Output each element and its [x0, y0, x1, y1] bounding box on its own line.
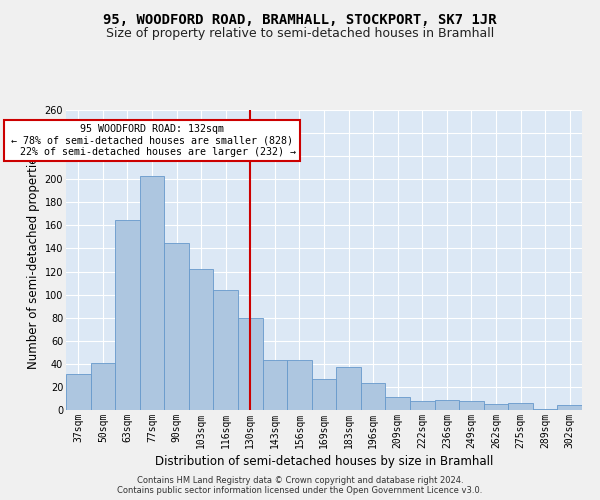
X-axis label: Distribution of semi-detached houses by size in Bramhall: Distribution of semi-detached houses by … — [155, 455, 493, 468]
Bar — [312, 379, 336, 410]
Bar — [385, 398, 410, 410]
Bar — [336, 368, 361, 410]
Y-axis label: Number of semi-detached properties: Number of semi-detached properties — [28, 150, 40, 370]
Bar — [189, 269, 214, 410]
Text: 95, WOODFORD ROAD, BRAMHALL, STOCKPORT, SK7 1JR: 95, WOODFORD ROAD, BRAMHALL, STOCKPORT, … — [103, 12, 497, 26]
Bar — [410, 401, 434, 410]
Text: Size of property relative to semi-detached houses in Bramhall: Size of property relative to semi-detach… — [106, 28, 494, 40]
Bar — [287, 360, 312, 410]
Bar — [434, 400, 459, 410]
Bar — [533, 409, 557, 410]
Bar — [91, 362, 115, 410]
Text: Contains HM Land Registry data © Crown copyright and database right 2024.
Contai: Contains HM Land Registry data © Crown c… — [118, 476, 482, 495]
Bar — [140, 176, 164, 410]
Bar — [484, 404, 508, 410]
Bar — [238, 318, 263, 410]
Bar — [263, 360, 287, 410]
Bar — [115, 220, 140, 410]
Bar — [557, 406, 582, 410]
Bar — [66, 374, 91, 410]
Text: 95 WOODFORD ROAD: 132sqm  
← 78% of semi-detached houses are smaller (828)
  22%: 95 WOODFORD ROAD: 132sqm ← 78% of semi-d… — [8, 124, 296, 157]
Bar — [459, 401, 484, 410]
Bar — [361, 384, 385, 410]
Bar — [164, 242, 189, 410]
Bar — [214, 290, 238, 410]
Bar — [508, 403, 533, 410]
